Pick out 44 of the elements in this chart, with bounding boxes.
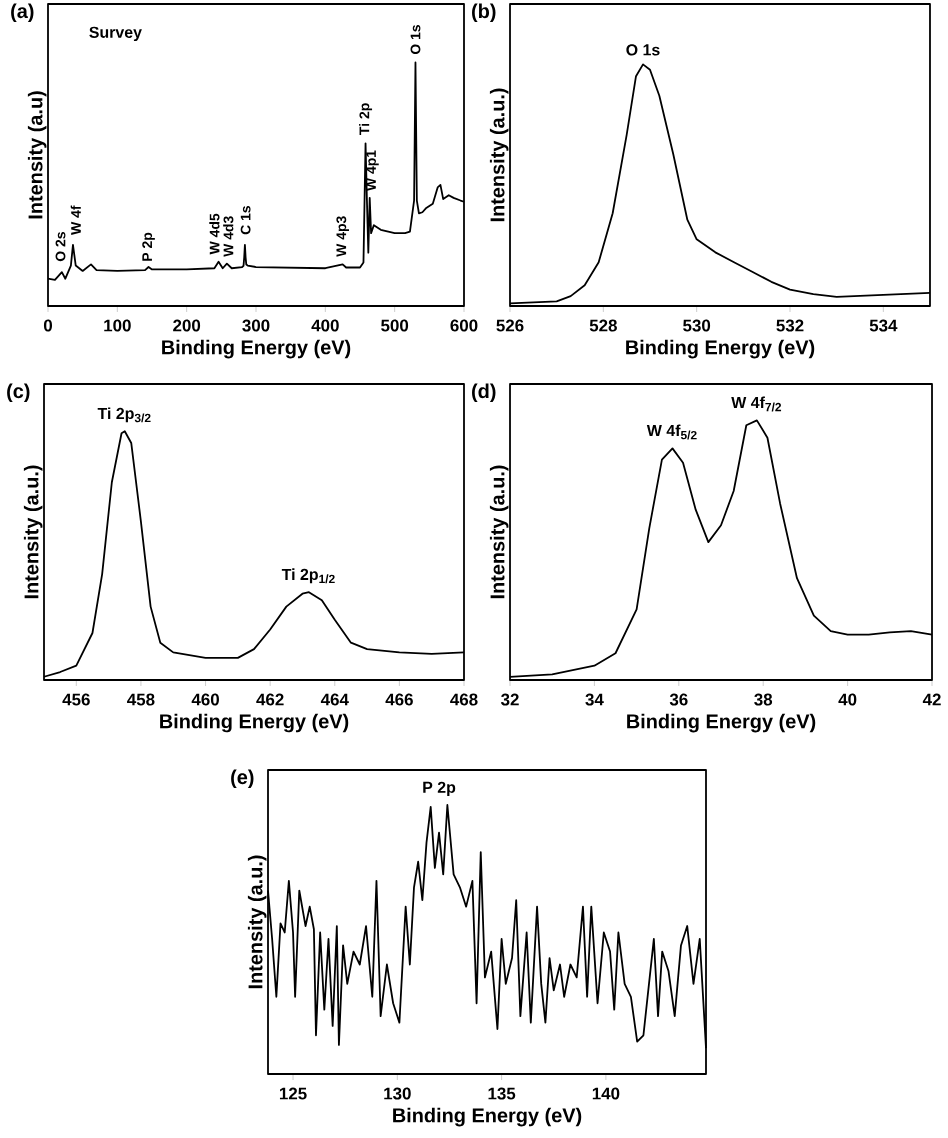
y-axis-title: Intensity (a.u.) [247,855,267,989]
x-tick-label: 528 [589,319,617,332]
x-axis-title: Binding Energy (eV) [626,339,815,359]
x-tick-label: 36 [669,693,688,706]
x-tick-label: 526 [496,319,524,332]
chart-title: (d) [472,383,496,403]
x-tick-label: 400 [311,319,339,332]
x-axis-title: Binding Energy (eV) [160,713,349,733]
x-tick-label: 530 [683,319,711,332]
x-axis-title: Binding Energy (eV) [393,1107,582,1127]
x-tick-label: 125 [279,1087,307,1100]
y-axis-title: Intensity (a.u) [27,91,47,219]
x-tick-label: 500 [381,319,409,332]
x-tick-label: 466 [385,693,413,706]
y-axis-title: Intensity (a.u.) [489,88,509,222]
x-tick-label: 40 [838,693,857,706]
x-tick-label: 135 [488,1087,516,1100]
x-tick-label: 38 [754,693,773,706]
x-tick-label: 468 [450,693,478,706]
x-tick-label: 534 [869,319,898,332]
x-tick-label: 456 [62,693,90,706]
x-tick-label: 300 [242,319,270,332]
x-tick-label: 462 [256,693,284,706]
x-tick-label: 34 [585,693,604,706]
x-tick-label: 100 [104,319,131,332]
x-tick-label: 464 [320,693,349,706]
x-axis-title: Binding Energy (eV) [627,713,816,733]
x-tick-label: 532 [776,319,804,332]
x-tick-label: 600 [450,319,478,332]
chart-title: (c) [7,383,30,403]
x-tick-label: 458 [127,693,155,706]
chart-title: (e) [231,769,254,789]
x-tick-label: 200 [173,319,201,332]
y-axis-title: Intensity (a.u.) [23,465,43,599]
x-axis-title: Binding Energy (eV) [162,339,351,359]
chart-title: (b) [472,3,496,23]
x-tick-label: 42 [922,693,941,706]
x-tick-label: 32 [500,693,519,706]
x-tick-label: 460 [191,693,219,706]
chart-title: (a) [11,3,34,23]
x-tick-label: 130 [384,1087,411,1100]
y-axis-title: Intensity (a.u.) [489,465,509,599]
x-tick-label: 0 [43,319,53,332]
x-tick-label: 140 [592,1087,620,1100]
